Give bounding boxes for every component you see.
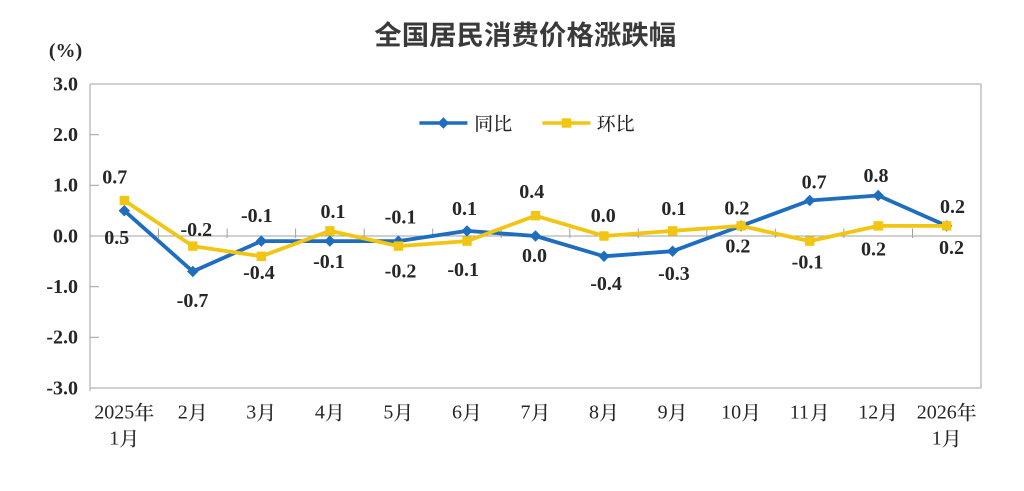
svg-text:1: 1: [109, 428, 119, 450]
svg-text:7: 7: [521, 402, 531, 424]
svg-text:0.1: 0.1: [452, 198, 477, 220]
svg-text:-0.4: -0.4: [590, 273, 622, 295]
svg-text:-0.1: -0.1: [241, 205, 273, 227]
svg-text:0.2: 0.2: [725, 236, 750, 258]
svg-text:6: 6: [452, 402, 462, 424]
svg-text:0.7: 0.7: [802, 172, 827, 194]
svg-text:-0.1: -0.1: [313, 251, 345, 273]
svg-text:4: 4: [315, 402, 325, 424]
svg-text:2026: 2026: [917, 402, 957, 424]
svg-text:0.0: 0.0: [522, 245, 547, 267]
svg-text:-0.1: -0.1: [447, 259, 479, 281]
svg-text:0.2: 0.2: [724, 197, 749, 219]
svg-text:1.0: 1.0: [53, 175, 78, 197]
svg-text:-0.2: -0.2: [385, 261, 417, 283]
svg-text:-3.0: -3.0: [46, 377, 78, 399]
svg-text:12: 12: [858, 402, 878, 424]
svg-text:0.0: 0.0: [53, 225, 78, 247]
svg-text:-1.0: -1.0: [46, 276, 78, 298]
svg-text:10: 10: [721, 402, 741, 424]
svg-text:0.8: 0.8: [864, 165, 889, 187]
svg-text:0.2: 0.2: [861, 238, 886, 260]
svg-text:-0.7: -0.7: [177, 290, 209, 312]
svg-text:0.2: 0.2: [940, 196, 965, 218]
svg-text:-2.0: -2.0: [46, 327, 78, 349]
svg-text:9: 9: [658, 402, 668, 424]
svg-text:2: 2: [178, 402, 188, 424]
svg-text:0.1: 0.1: [321, 201, 346, 223]
svg-text:0.2: 0.2: [939, 237, 964, 259]
svg-text:-0.4: -0.4: [243, 262, 275, 284]
svg-text:0.1: 0.1: [661, 198, 686, 220]
svg-text:8: 8: [589, 402, 599, 424]
svg-text:0.7: 0.7: [102, 167, 127, 189]
svg-text:-0.1: -0.1: [792, 252, 824, 274]
svg-text:0.5: 0.5: [104, 227, 129, 249]
svg-text:-0.1: -0.1: [385, 207, 417, 229]
svg-text:11: 11: [790, 402, 809, 424]
svg-text:-0.3: -0.3: [658, 263, 690, 285]
svg-text:1: 1: [932, 428, 942, 450]
svg-text:-0.2: -0.2: [180, 219, 212, 241]
svg-text:(%): (%): [49, 40, 82, 62]
svg-text:2025: 2025: [94, 402, 134, 424]
svg-text:2.0: 2.0: [53, 124, 78, 146]
svg-text:5: 5: [383, 402, 393, 424]
svg-text:3.0: 3.0: [53, 73, 78, 95]
svg-text:0.0: 0.0: [591, 205, 616, 227]
svg-text:0.4: 0.4: [519, 181, 544, 203]
svg-text:3: 3: [246, 402, 256, 424]
